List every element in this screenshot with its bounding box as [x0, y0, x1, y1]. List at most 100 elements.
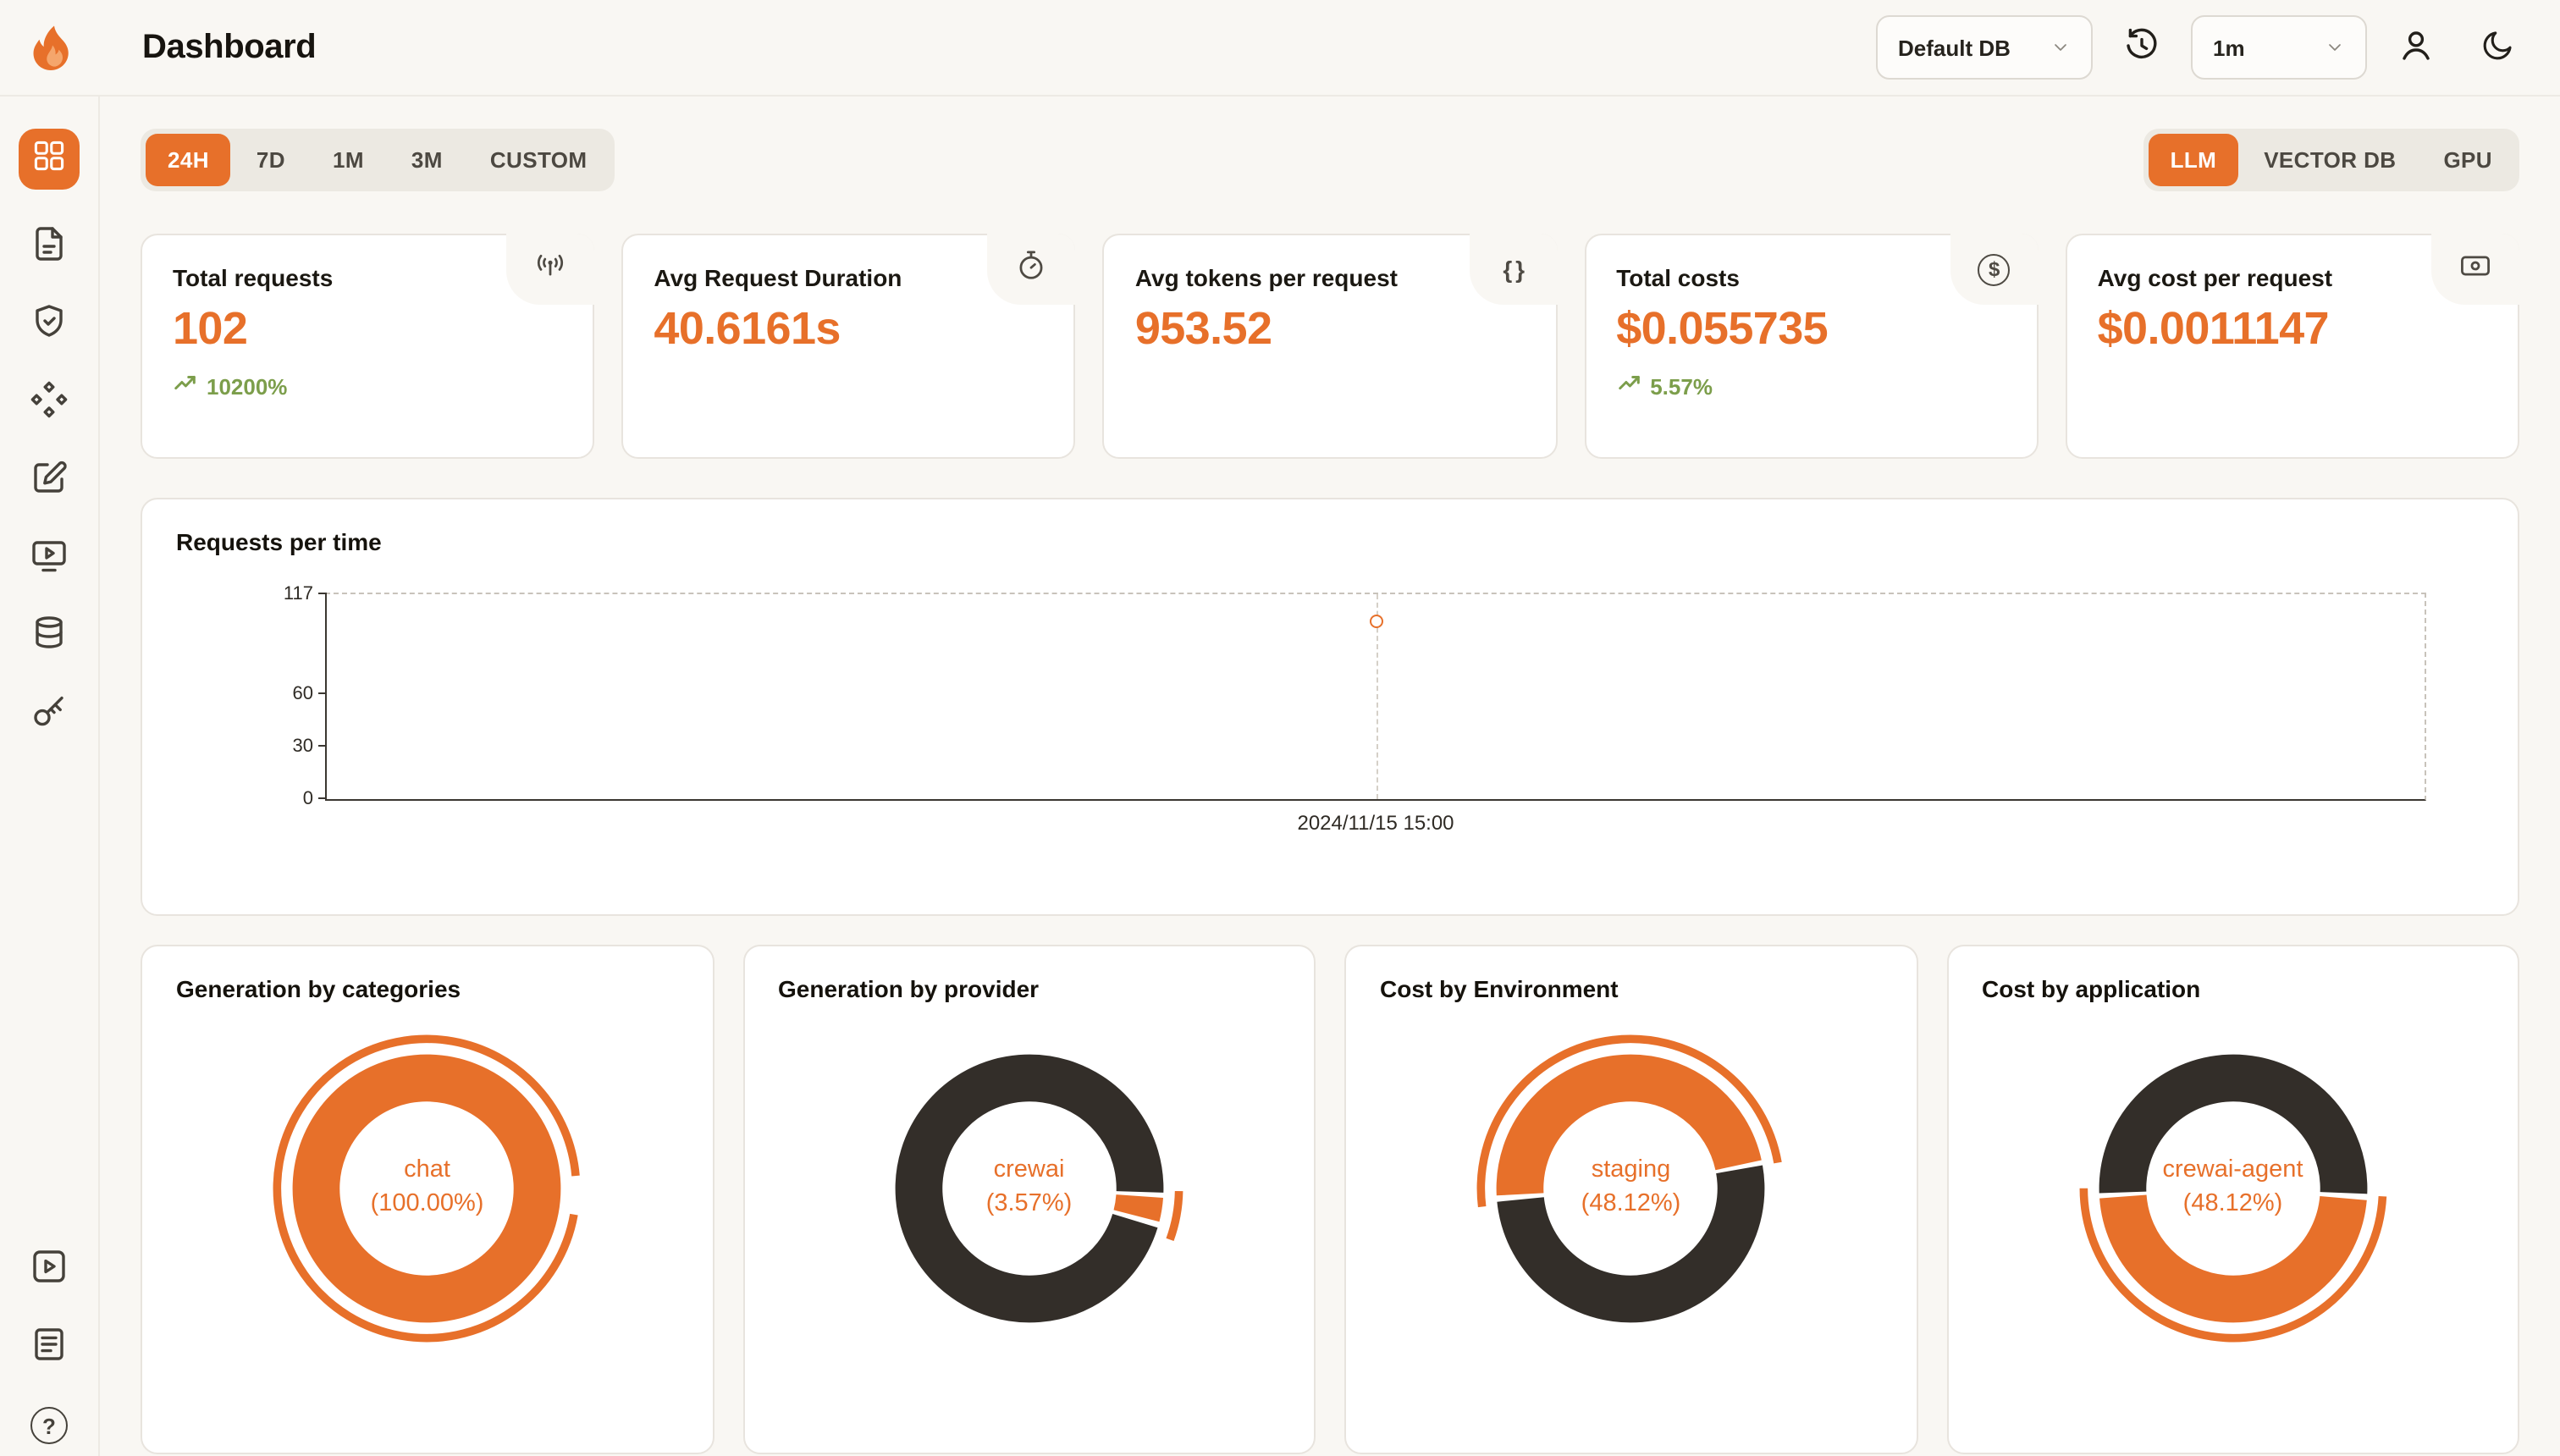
time-range-tabs: 24H 7D 1M 3M CUSTOM: [141, 129, 615, 191]
moon-icon: [2479, 26, 2516, 69]
sidebar-item-modules[interactable]: [29, 380, 69, 423]
sidebar-item-security[interactable]: [29, 304, 69, 345]
edit-note-icon: [29, 456, 69, 505]
stat-card-icon-chip: [506, 234, 595, 305]
donut-chart: crewai-agent (48.12%): [2071, 1026, 2396, 1351]
stat-card-avg-tokens: { } Avg tokens per request 953.52: [1102, 234, 1558, 459]
donut-svg[interactable]: [2071, 1026, 2396, 1351]
requests-per-time-card: Requests per time 0 30 60 117 2024/11/15 15…: [141, 498, 2519, 916]
braces-icon: { }: [1503, 256, 1525, 283]
stat-card-total-costs: $ Total costs $0.055735 5.57%: [1584, 234, 2039, 459]
tab-llm[interactable]: LLM: [2148, 134, 2239, 186]
tab-gpu[interactable]: GPU: [2421, 134, 2514, 186]
interval-select[interactable]: 1m: [2191, 15, 2367, 80]
monitor-play-icon: [29, 534, 69, 583]
tab-1m[interactable]: 1M: [311, 134, 386, 186]
donut-card-cost-environment: Cost by Environment staging (48.12%): [1344, 945, 1917, 1454]
app-logo[interactable]: [0, 22, 100, 73]
donut-title: Generation by provider: [778, 975, 1040, 1002]
tab-7d[interactable]: 7D: [234, 134, 307, 186]
stat-delta-value: 10200%: [207, 373, 288, 399]
y-axis-tick-mark: [318, 593, 327, 594]
shield-icon: [29, 301, 69, 350]
sidebar-item-datasets[interactable]: [29, 615, 69, 657]
stat-delta-value: 5.57%: [1650, 373, 1713, 399]
broadcast-icon: [532, 246, 569, 292]
donut-chart: crewai (3.57%): [867, 1026, 1192, 1351]
stat-cards-row: Total requests 102 10200%: [141, 234, 2520, 459]
tab-24h[interactable]: 24H: [146, 134, 231, 186]
donut-svg[interactable]: [265, 1026, 590, 1351]
data-point-marker[interactable]: [1369, 614, 1382, 628]
donut-card-generation-categories: Generation by categories chat (100.00%): [141, 945, 714, 1454]
key-icon: [29, 690, 69, 739]
stat-card-avg-duration: Avg Request Duration 40.6161s: [621, 234, 1076, 459]
scope-tabs: LLM VECTOR DB GPU: [2143, 129, 2519, 191]
page-title: Dashboard: [142, 28, 317, 65]
donut-chart: staging (48.12%): [1469, 1026, 1794, 1351]
stat-value: $0.055735: [1616, 303, 1829, 354]
stat-card-icon-chip: [2431, 234, 2520, 305]
history-clock-icon: [2121, 25, 2162, 70]
sidebar-item-docs[interactable]: [29, 1327, 69, 1368]
x-axis: 2024/11/15 15:00: [325, 811, 2426, 848]
sidebar: ?: [0, 97, 100, 1456]
top-header: Dashboard Default DB 1m: [0, 0, 2560, 97]
stat-label: Avg cost per request: [2097, 264, 2333, 291]
database-select-value: Default DB: [1898, 35, 2011, 60]
sidebar-item-help[interactable]: ?: [29, 1405, 69, 1446]
donut-chart: chat (100.00%): [265, 1026, 590, 1351]
diamonds-icon: [29, 378, 69, 427]
stopwatch-icon: [1013, 246, 1051, 292]
donut-title: Generation by categories: [176, 975, 461, 1002]
history-button[interactable]: [2110, 15, 2174, 80]
account-button[interactable]: [2384, 15, 2448, 80]
sidebar-item-api-keys[interactable]: [29, 694, 69, 735]
document-lines-icon: [29, 1323, 69, 1372]
user-icon: [2396, 25, 2436, 70]
sidebar-item-annotations[interactable]: [29, 460, 69, 501]
donut-title: Cost by Environment: [1380, 975, 1619, 1002]
donut-card-generation-provider: Generation by provider crewai (3.57%): [742, 945, 1316, 1454]
stat-card-avg-cost: Avg cost per request $0.0011147: [2065, 234, 2520, 459]
stat-label: Avg tokens per request: [1134, 264, 1398, 291]
theme-toggle-button[interactable]: [2465, 15, 2530, 80]
stat-label: Total requests: [173, 264, 334, 291]
cash-icon: [2457, 246, 2494, 292]
y-axis-tick-label: 117: [283, 584, 313, 604]
stat-card-icon-chip: [987, 234, 1076, 305]
sidebar-item-demos[interactable]: [29, 1249, 69, 1290]
stat-delta: 5.57%: [1616, 371, 2006, 401]
chevron-down-icon: [2050, 37, 2071, 58]
y-axis-tick-mark: [318, 692, 327, 694]
donut-svg[interactable]: [1469, 1026, 1794, 1351]
stat-value: 953.52: [1134, 303, 1272, 354]
stat-card-icon-chip: $: [1950, 234, 2039, 305]
trending-up-icon: [173, 371, 198, 401]
sidebar-item-playground[interactable]: [29, 538, 69, 579]
database-select[interactable]: Default DB: [1876, 15, 2093, 80]
stat-label: Total costs: [1616, 264, 1740, 291]
sidebar-item-dashboard[interactable]: [19, 129, 80, 190]
tab-custom[interactable]: CUSTOM: [468, 134, 610, 186]
donut-cards-row: Generation by categories chat (100.00%) …: [141, 945, 2519, 1454]
tab-3m[interactable]: 3M: [389, 134, 465, 186]
stat-card-total-requests: Total requests 102 10200%: [141, 234, 595, 459]
y-axis-tick-label: 30: [292, 736, 314, 757]
donut-title: Cost by application: [1982, 975, 2201, 1002]
line-plot[interactable]: 0 30 60 117: [284, 584, 2426, 809]
hover-line: [1376, 594, 1377, 799]
interval-select-value: 1m: [2213, 35, 2245, 60]
play-square-icon: [29, 1245, 69, 1294]
sidebar-item-traces[interactable]: [29, 226, 69, 267]
donut-svg[interactable]: [867, 1026, 1192, 1351]
help-icon: ?: [30, 1407, 68, 1444]
chart-title: Requests per time: [176, 528, 382, 555]
line-chart: 0 30 60 117 2024/11/15 15:00: [284, 584, 2426, 848]
y-axis-tick-label: 60: [292, 683, 314, 704]
trending-up-icon: [1616, 371, 1641, 401]
tab-vector-db[interactable]: VECTOR DB: [2242, 134, 2418, 186]
chevron-down-icon: [2325, 37, 2345, 58]
filter-bar: 24H 7D 1M 3M CUSTOM LLM VECTOR DB GPU: [141, 129, 2519, 191]
